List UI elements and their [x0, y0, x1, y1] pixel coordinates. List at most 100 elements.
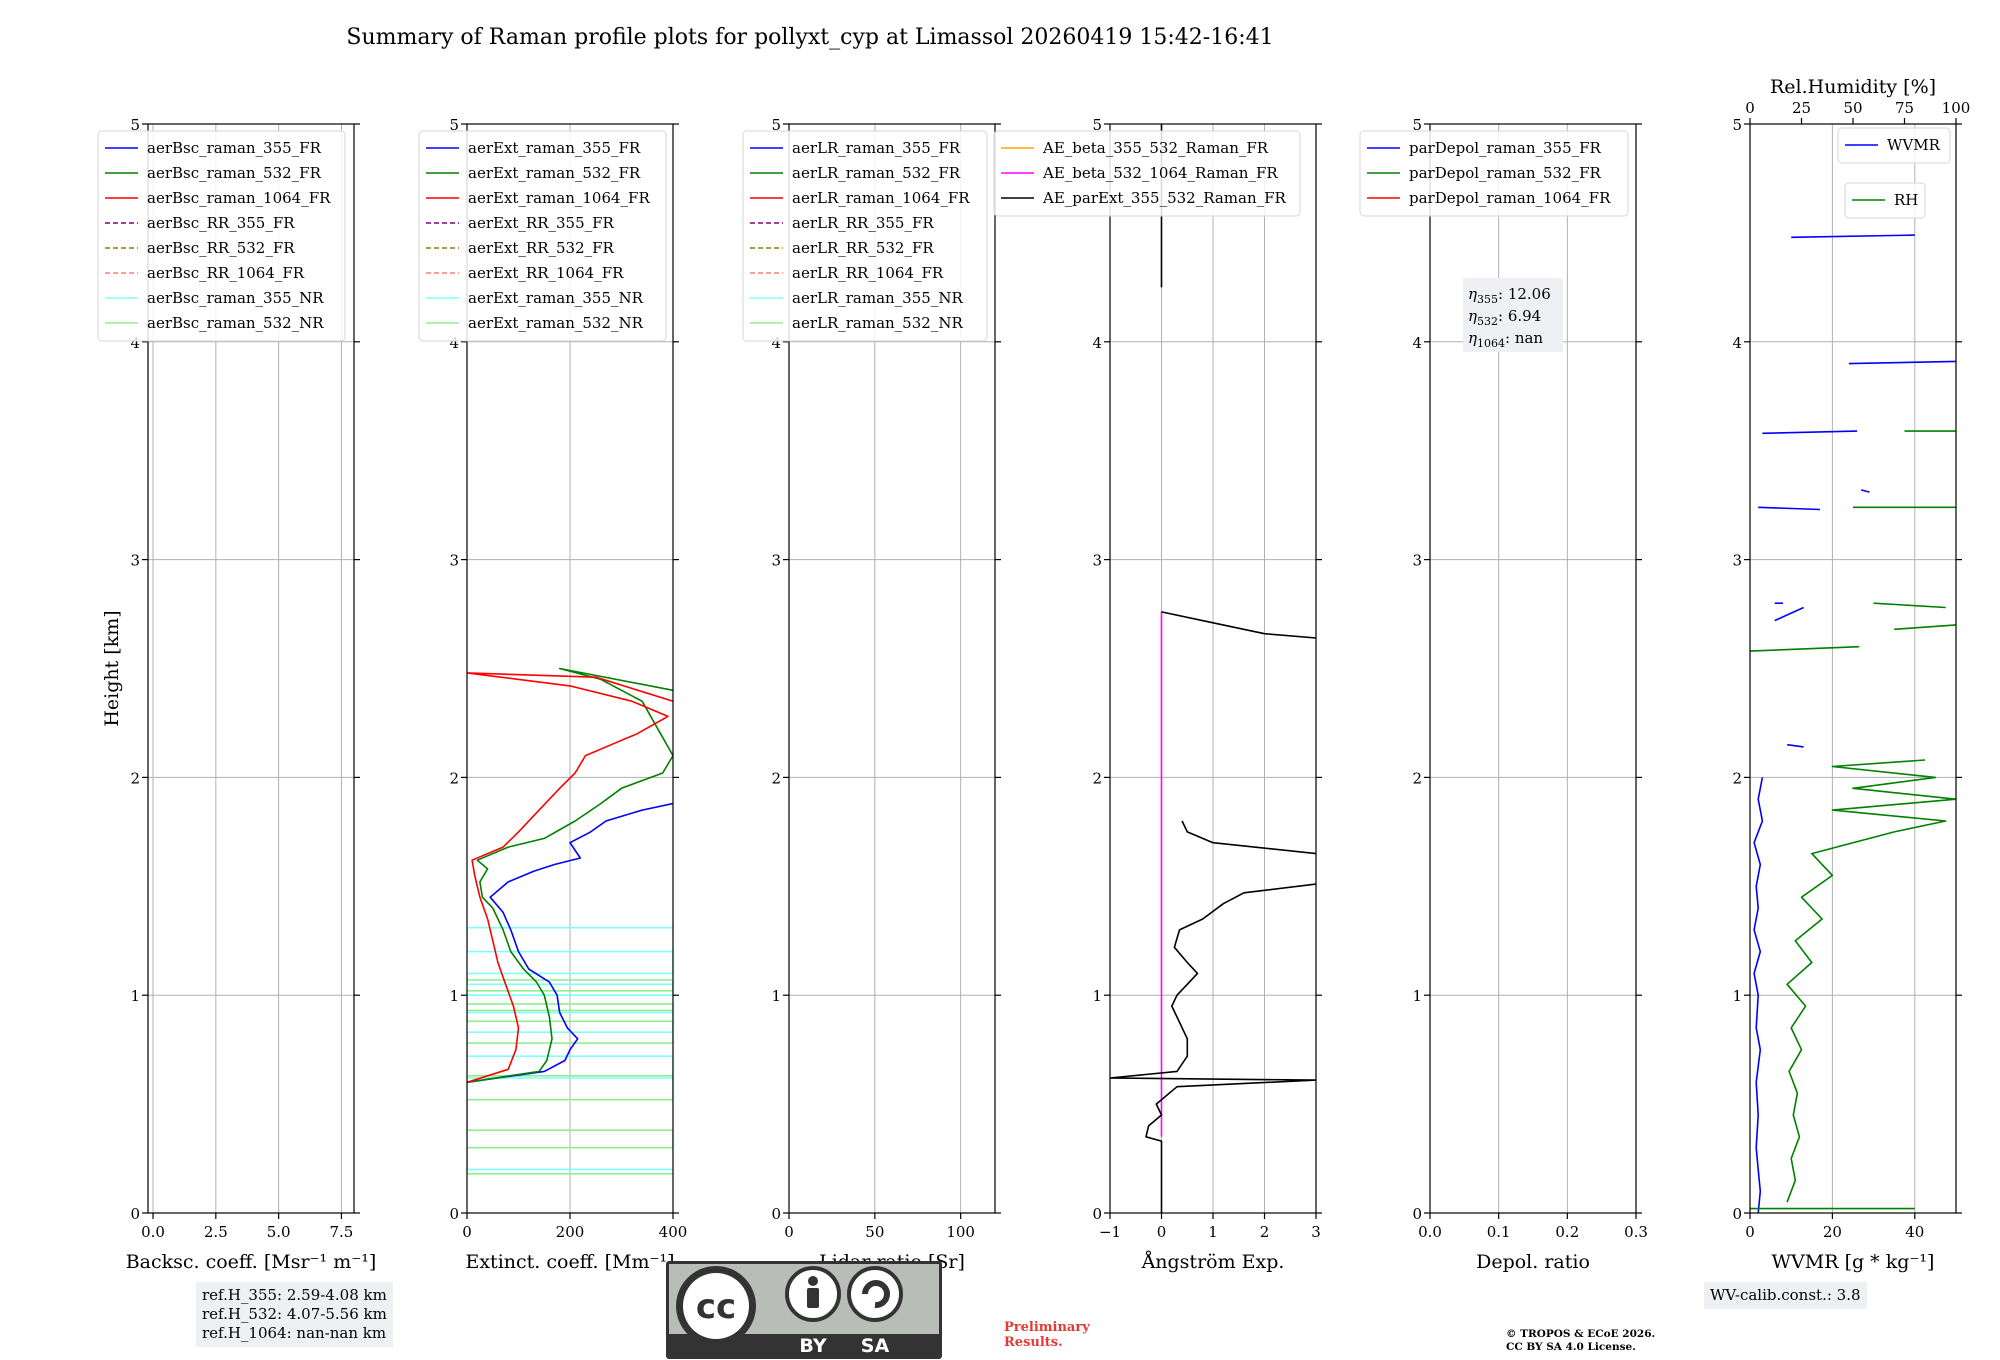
series-line-aerExt_raman_532_FR — [467, 667, 673, 1084]
copyright-line-1: © TROPOS & ECoE 2026. — [1506, 1328, 1656, 1340]
legend-item-label: parDepol_raman_355_FR — [1409, 139, 1602, 157]
y-tick-label: 1 — [449, 987, 459, 1005]
x-tick-label: 0.2 — [1555, 1223, 1579, 1241]
eta-value: : 12.06 — [1498, 285, 1551, 303]
x-tick-label: 3 — [1311, 1223, 1321, 1241]
y-tick-label: 1 — [771, 987, 781, 1005]
x-axis-label: Ångström Exp. — [1141, 1251, 1285, 1273]
y-tick-label: 0 — [771, 1205, 781, 1223]
eta-symbol: η — [1468, 285, 1477, 303]
y-tick-label: 0 — [130, 1205, 140, 1223]
legend-item-label: RH — [1894, 191, 1918, 209]
series-line-AE_parExt_355_532_Raman_FR_c — [1161, 611, 1316, 639]
x-tick-label: 0.0 — [1418, 1223, 1442, 1241]
wv-calibration-box: WV-calib.const.: 3.8 — [1704, 1282, 1867, 1309]
x-tick-label: 50 — [865, 1223, 884, 1241]
x-tick-label: 2 — [1260, 1223, 1270, 1241]
y-tick-label: 3 — [1092, 552, 1102, 570]
cc-label: cc — [696, 1287, 736, 1327]
legend-box — [97, 130, 346, 342]
y-tick-label: 2 — [130, 769, 140, 787]
chart-panel-backscatter: 0 1 2 3 4 5 0.0 2.5 5.0 7.5 Backsc. coeff. [Msr⁻¹ … — [97, 116, 377, 1273]
legend-item-label: aerBsc_raman_355_FR — [147, 139, 322, 157]
ref-height-1064: ref.H_1064: nan-nan km — [202, 1324, 387, 1342]
figure-title: Summary of Raman profile plots for polly… — [346, 25, 1273, 50]
attribution-body-icon — [807, 1288, 819, 1308]
top-x-tick-label: 25 — [1792, 99, 1811, 117]
legend-item-label: aerBsc_raman_1064_FR — [147, 189, 331, 207]
series-line-aerExt_raman_532_NR — [467, 979, 673, 1175]
y-tick-label: 2 — [771, 769, 781, 787]
legend-item-label: aerLR_raman_355_NR — [792, 289, 963, 307]
share-alike-icon — [847, 1266, 903, 1322]
x-axis-label: Extinct. coeff. [Mm⁻¹] — [465, 1251, 674, 1273]
ref-height-355: ref.H_355: 2.59-4.08 km — [202, 1286, 387, 1304]
legend: AE_beta_355_532_Raman_FR AE_beta_532_1064… — [993, 130, 1301, 217]
legend-item-label: aerExt_RR_532_FR — [468, 239, 615, 257]
y-tick-label: 5 — [1092, 116, 1102, 134]
legend-item-label: aerBsc_raman_532_NR — [147, 314, 324, 332]
legend-item-label: aerBsc_raman_355_NR — [147, 289, 324, 307]
eta-line-355: η355: 12.06 — [1468, 285, 1551, 306]
badge-by-label: BY — [799, 1335, 826, 1357]
legend-item-label: aerExt_raman_355_FR — [468, 139, 641, 157]
legend: aerExt_raman_355_FR aerExt_raman_532_FRae… — [418, 130, 667, 342]
series-line-RH_d — [1873, 602, 1946, 609]
y-tick-label: 3 — [449, 552, 459, 570]
eta-value: : 6.94 — [1498, 307, 1541, 325]
y-tick-label: 4 — [130, 334, 140, 352]
legend-item-label: parDepol_raman_1064_FR — [1409, 189, 1611, 207]
series-line-aerExt_raman_355_FR — [467, 802, 673, 1084]
legend-item-label: aerLR_raman_1064_FR — [792, 189, 970, 207]
eta-subscript: 1064 — [1477, 337, 1505, 350]
x-tick-label: 2.5 — [204, 1223, 228, 1241]
series-line-WVMR_g — [1848, 360, 1956, 365]
series-group — [1750, 234, 1956, 1213]
chart-panels: 0 1 2 3 4 5 0.0 2.5 5.0 7.5 Backsc. coeff. [Msr⁻¹ … — [97, 76, 1970, 1273]
series-line-WVMR_b — [1774, 606, 1804, 622]
y-tick-label: 4 — [1732, 334, 1742, 352]
y-tick-label: 2 — [1092, 769, 1102, 787]
x-tick-label: 0 — [1745, 1223, 1755, 1241]
y-tick-label: 5 — [449, 116, 459, 134]
annotation-box — [1463, 278, 1563, 352]
legend: aerBsc_raman_355_FR aerBsc_raman_532_FRae… — [97, 130, 346, 342]
legend: parDepol_raman_355_FR parDepol_raman_532_… — [1359, 130, 1629, 217]
axes-frame — [1429, 123, 1637, 1214]
series-line-WVMR_f — [1762, 430, 1858, 435]
legend-item-label: aerBsc_RR_532_FR — [147, 239, 295, 257]
axes-frame — [788, 123, 996, 1214]
x-tick-label: 0 — [1157, 1223, 1167, 1241]
chart-panel-depol: 0 1 2 3 4 5 0.0 0.1 0.2 0.3 Depol. ratio parDepol_r… — [1359, 116, 1648, 1273]
top-x-tick-label: 50 — [1843, 99, 1862, 117]
y-tick-label: 4 — [771, 334, 781, 352]
x-tick-label: 0.0 — [141, 1223, 165, 1241]
y-tick-label: 3 — [1732, 552, 1742, 570]
eta-line-1064: η1064: nan — [1468, 329, 1543, 350]
copyright-line-2: CC BY SA 4.0 License. — [1506, 1341, 1636, 1353]
y-tick-label: 0 — [1732, 1205, 1742, 1223]
eta-subscript: 355 — [1477, 293, 1498, 306]
y-tick-label: 2 — [449, 769, 459, 787]
top-x-tick-label: 0 — [1745, 99, 1755, 117]
legend-item-label: aerExt_raman_532_FR — [468, 164, 641, 182]
x-tick-label: 20 — [1823, 1223, 1842, 1241]
y-tick-label: 5 — [130, 116, 140, 134]
y-tick-label: 2 — [1732, 769, 1742, 787]
legend-box — [993, 130, 1301, 217]
eta-symbol: η — [1468, 307, 1477, 325]
y-axis-label: Height [km] — [101, 610, 123, 726]
series-line-RH — [1786, 759, 1956, 1203]
legend-item-label: aerLR_RR_1064_FR — [792, 264, 944, 282]
x-tick-label: −1 — [1099, 1223, 1121, 1241]
legend-box — [418, 130, 667, 342]
legend-item-label: aerExt_raman_1064_FR — [468, 189, 650, 207]
legend-box — [1837, 127, 1951, 164]
top-x-tick-label: 75 — [1895, 99, 1914, 117]
legend-wvmr: WVMR — [1837, 127, 1951, 164]
legend-item-label: AE_beta_532_1064_Raman_FR — [1042, 164, 1278, 182]
x-tick-label: 1 — [1208, 1223, 1218, 1241]
y-tick-label: 1 — [1412, 987, 1422, 1005]
x-axis-label: Backsc. coeff. [Msr⁻¹ m⁻¹] — [126, 1251, 377, 1273]
eta-subscript: 532 — [1477, 315, 1498, 328]
